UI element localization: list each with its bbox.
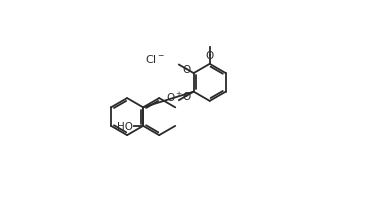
Text: HO: HO bbox=[117, 121, 133, 131]
Text: O$^+$: O$^+$ bbox=[166, 91, 183, 104]
Text: O: O bbox=[206, 51, 214, 61]
Text: O: O bbox=[182, 64, 190, 75]
Text: O: O bbox=[182, 91, 190, 101]
Text: Cl$^-$: Cl$^-$ bbox=[145, 53, 166, 65]
